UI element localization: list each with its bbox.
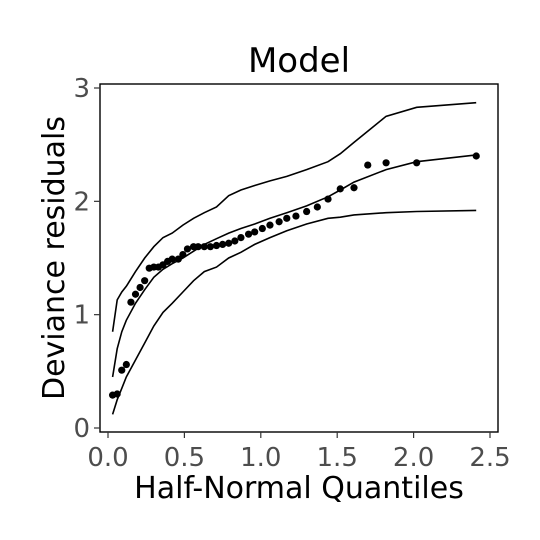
residual-point [183, 245, 192, 253]
residual-point [266, 221, 274, 229]
residual-point [200, 243, 208, 251]
residual-point [313, 203, 321, 211]
residual-point [225, 239, 233, 247]
residual-point [141, 277, 149, 285]
x-tick-label: 2.5 [469, 443, 510, 473]
residual-point [336, 185, 344, 193]
y-tick-label: 3 [73, 74, 90, 104]
x-tick-label: 1.0 [240, 443, 281, 473]
y-tick-label: 1 [73, 301, 90, 331]
residual-point [413, 159, 421, 167]
y-axis-title: Deviance residuals [37, 116, 72, 400]
x-tick-label: 2.0 [393, 443, 434, 473]
residual-point [244, 230, 253, 238]
y-axis: 0 1 2 3 [73, 74, 100, 444]
residual-points [108, 152, 480, 399]
x-axis: 0.0 0.5 1.0 1.5 2.0 2.5 [87, 432, 511, 473]
chart-title: Model [248, 41, 350, 81]
x-tick-label: 0.5 [164, 443, 205, 473]
envelope-mean-line [111, 154, 477, 378]
residual-point [113, 390, 121, 398]
residual-point [127, 298, 135, 306]
residual-point [303, 207, 311, 216]
residual-point [174, 255, 182, 263]
residual-point [212, 241, 221, 250]
residual-point [179, 251, 187, 259]
residual-point [206, 243, 214, 251]
envelope-upper-line [111, 101, 477, 332]
y-tick-label: 0 [73, 414, 90, 444]
residual-point [231, 237, 239, 245]
residual-point [237, 234, 245, 242]
residual-point [324, 195, 332, 203]
x-tick-label: 1.5 [317, 443, 358, 473]
residual-point [219, 240, 227, 248]
residual-point [194, 243, 202, 251]
residual-point [292, 212, 300, 220]
residual-point [382, 159, 390, 167]
residual-point [131, 290, 140, 298]
residual-point [251, 228, 259, 236]
residual-point [275, 218, 283, 226]
y-tick-label: 2 [73, 187, 90, 217]
residual-point [258, 224, 266, 233]
x-axis-title: Half-Normal Quantiles [134, 471, 464, 506]
plot-panel-border [99, 83, 499, 433]
residual-point [350, 184, 358, 192]
residual-point [118, 366, 126, 374]
residual-point [122, 360, 130, 369]
residual-point [283, 214, 291, 222]
residual-point [472, 152, 480, 160]
x-tick-label: 0.0 [87, 443, 128, 473]
residual-point [136, 283, 144, 292]
residual-point [364, 161, 372, 169]
envelope-lower-line [111, 209, 477, 415]
residual-point [168, 255, 176, 263]
